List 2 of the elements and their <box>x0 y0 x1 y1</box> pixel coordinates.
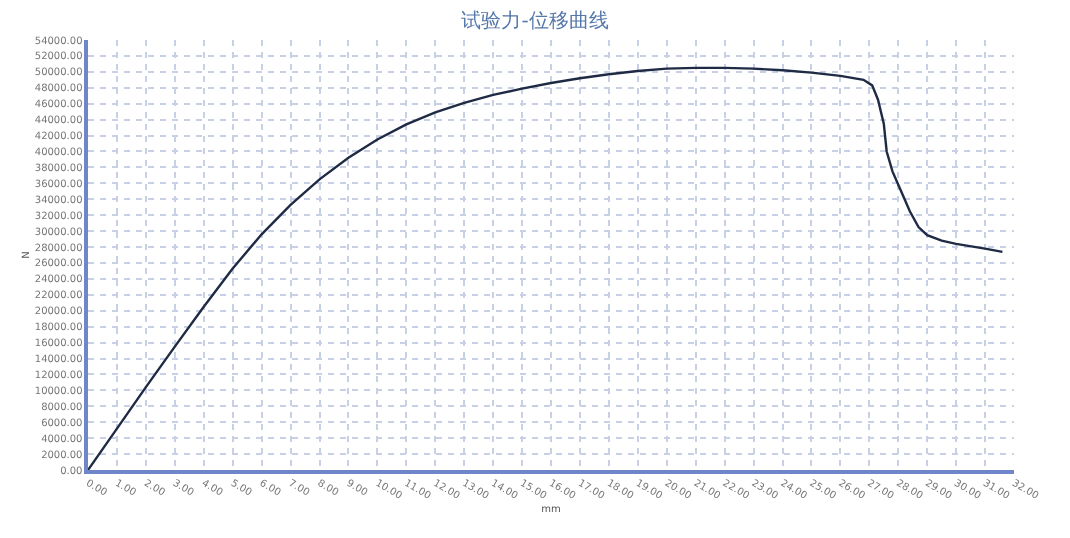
chart-title: 试验力-位移曲线 <box>461 9 609 34</box>
line-series <box>88 66 1004 470</box>
